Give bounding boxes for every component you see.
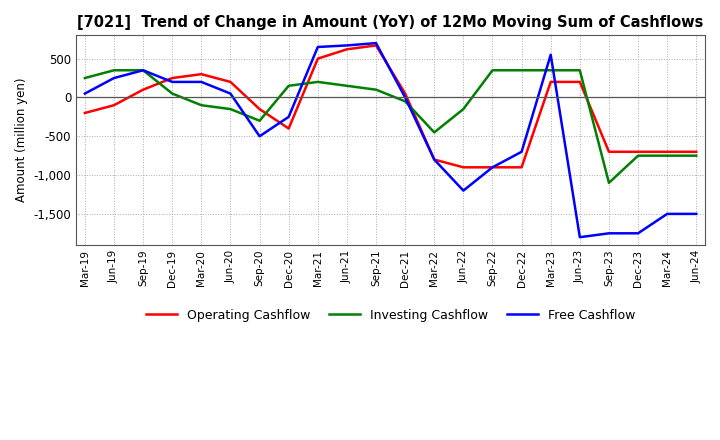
Free Cashflow [605,231,613,236]
Free Cashflow [81,91,89,96]
Investing Cashflow [109,68,118,73]
Operating Cashflow [401,91,410,96]
Investing Cashflow [168,91,176,96]
Investing Cashflow [605,180,613,186]
Investing Cashflow [692,153,701,158]
Operating Cashflow [256,106,264,112]
Free Cashflow [517,149,526,154]
Investing Cashflow [575,68,584,73]
Free Cashflow [313,44,322,50]
Investing Cashflow [81,75,89,81]
Free Cashflow [197,79,206,84]
Free Cashflow [226,91,235,96]
Operating Cashflow [197,72,206,77]
Line: Operating Cashflow: Operating Cashflow [85,45,696,167]
Investing Cashflow [517,68,526,73]
Operating Cashflow [605,149,613,154]
Free Cashflow [401,95,410,100]
Line: Investing Cashflow: Investing Cashflow [85,70,696,183]
Free Cashflow [109,75,118,81]
Operating Cashflow [517,165,526,170]
Operating Cashflow [430,157,438,162]
Operating Cashflow [634,149,642,154]
Investing Cashflow [226,106,235,112]
Operating Cashflow [284,126,293,131]
Investing Cashflow [634,153,642,158]
Investing Cashflow [284,83,293,88]
Free Cashflow [284,114,293,120]
Operating Cashflow [372,43,380,48]
Investing Cashflow [256,118,264,123]
Title: [7021]  Trend of Change in Amount (YoY) of 12Mo Moving Sum of Cashflows: [7021] Trend of Change in Amount (YoY) o… [77,15,703,30]
Free Cashflow [168,79,176,84]
Operating Cashflow [488,165,497,170]
Free Cashflow [459,188,468,193]
Investing Cashflow [313,79,322,84]
Free Cashflow [692,211,701,216]
Free Cashflow [575,235,584,240]
Free Cashflow [139,68,148,73]
Legend: Operating Cashflow, Investing Cashflow, Free Cashflow: Operating Cashflow, Investing Cashflow, … [140,304,641,327]
Free Cashflow [546,52,555,57]
Investing Cashflow [401,99,410,104]
Operating Cashflow [109,103,118,108]
Free Cashflow [256,134,264,139]
Free Cashflow [663,211,672,216]
Operating Cashflow [663,149,672,154]
Investing Cashflow [663,153,672,158]
Free Cashflow [634,231,642,236]
Operating Cashflow [168,75,176,81]
Investing Cashflow [488,68,497,73]
Investing Cashflow [459,106,468,112]
Free Cashflow [372,40,380,46]
Operating Cashflow [313,56,322,61]
Investing Cashflow [197,103,206,108]
Line: Free Cashflow: Free Cashflow [85,43,696,237]
Investing Cashflow [343,83,351,88]
Free Cashflow [430,157,438,162]
Operating Cashflow [546,79,555,84]
Operating Cashflow [226,79,235,84]
Investing Cashflow [430,130,438,135]
Operating Cashflow [575,79,584,84]
Operating Cashflow [459,165,468,170]
Free Cashflow [488,165,497,170]
Operating Cashflow [81,110,89,116]
Investing Cashflow [139,68,148,73]
Y-axis label: Amount (million yen): Amount (million yen) [15,78,28,202]
Operating Cashflow [692,149,701,154]
Investing Cashflow [372,87,380,92]
Free Cashflow [343,43,351,48]
Investing Cashflow [546,68,555,73]
Operating Cashflow [139,87,148,92]
Operating Cashflow [343,47,351,52]
